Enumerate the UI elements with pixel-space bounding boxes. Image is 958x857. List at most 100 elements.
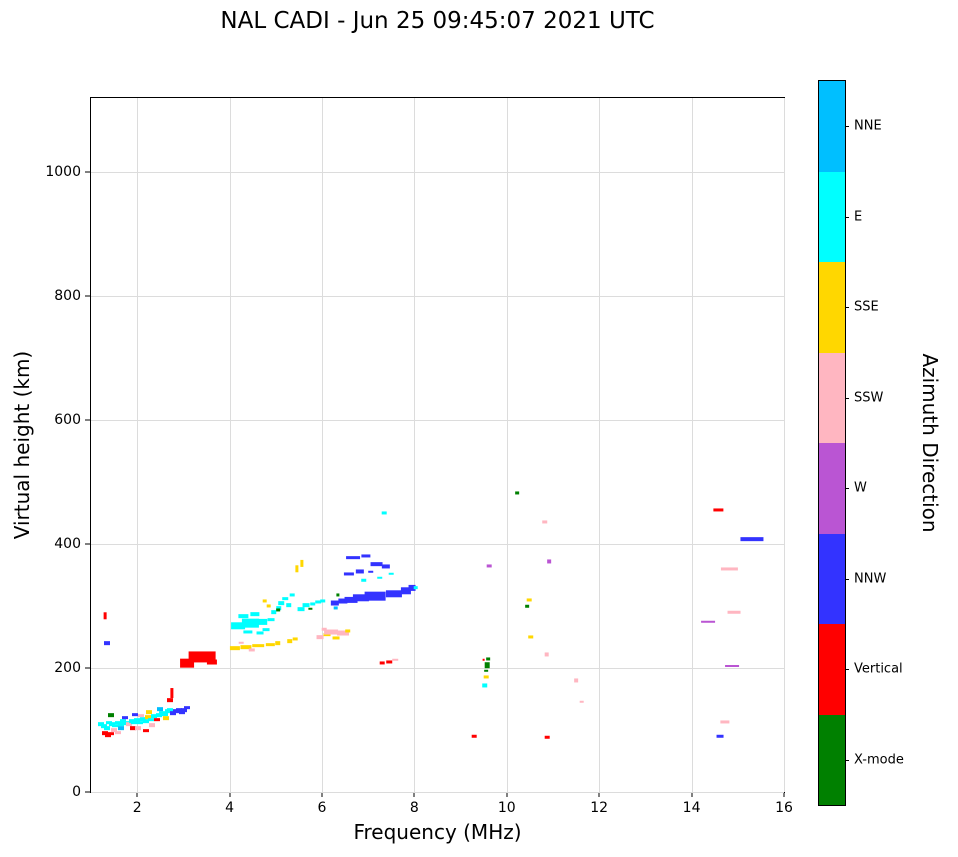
echo-point-E <box>302 603 310 608</box>
echo-point-NNW <box>122 715 129 720</box>
y-tick <box>85 295 90 297</box>
colorbar-label-W: W <box>854 480 867 496</box>
echo-point-NNW <box>353 594 370 602</box>
grid-line-x <box>691 98 693 792</box>
colorbar-label-SSW: SSW <box>854 390 884 406</box>
echo-point-X <box>276 608 280 612</box>
echo-point-E <box>131 720 138 725</box>
echo-point-E <box>148 717 155 722</box>
echo-point-NNW <box>408 584 416 591</box>
echo-point-NNW <box>344 596 358 603</box>
echo-point-E <box>100 724 107 729</box>
echo-point-SSE <box>345 629 351 633</box>
grid-line-x <box>322 98 323 792</box>
echo-point-NNW <box>367 570 374 574</box>
echo-point-SSW <box>574 678 578 682</box>
grid-line-x <box>414 98 416 792</box>
echo-point-E <box>320 598 326 603</box>
echo-point-E <box>481 683 488 687</box>
echo-point-NNW <box>364 591 386 601</box>
echo-point-V <box>143 728 150 733</box>
colorbar-label-SSE: SSE <box>854 299 879 315</box>
colorbar-tick <box>845 488 849 490</box>
x-tick <box>506 792 508 797</box>
y-tick <box>85 171 90 173</box>
echo-point-E <box>382 511 387 515</box>
echo-point-V <box>129 726 136 731</box>
echo-point-W <box>486 564 492 568</box>
echo-point-E <box>230 622 245 630</box>
echo-point-SSE <box>332 636 340 640</box>
echo-point-X <box>486 657 491 661</box>
echo-point-V <box>101 731 108 735</box>
colorbar-tick <box>845 126 849 128</box>
echo-point-E <box>388 572 394 576</box>
echo-point-SSW <box>111 728 118 732</box>
echo-point-SSE <box>146 710 153 714</box>
echo-point-NNW <box>173 709 179 714</box>
echo-point-E <box>117 721 124 726</box>
colorbar-tick <box>845 578 849 580</box>
echo-point-V <box>107 731 114 736</box>
colorbar-segment-X: X-mode <box>819 714 904 805</box>
echo-point-SSW <box>148 723 155 727</box>
echo-point-NNW <box>346 555 361 560</box>
echo-point-SSW <box>248 648 255 652</box>
echo-point-SSE <box>286 638 293 643</box>
x-tick-label: 12 <box>590 800 609 816</box>
y-tick-label: 200 <box>54 660 81 677</box>
x-tick <box>229 792 231 797</box>
echo-point-SSW <box>316 635 324 639</box>
echo-point-NNW <box>330 600 340 606</box>
echo-point-X <box>108 713 115 718</box>
echo-point-NNE <box>333 606 339 610</box>
echo-point-SSW <box>721 567 738 571</box>
y-tick <box>85 667 90 669</box>
y-tick-label: 0 <box>72 784 81 800</box>
echo-point-X <box>525 604 529 608</box>
colorbar-tick <box>845 669 849 671</box>
echo-point-NNW <box>338 598 348 604</box>
grid-line-y <box>91 296 784 298</box>
colorbar-label-E: E <box>854 209 863 225</box>
echo-point-SSE <box>145 715 152 719</box>
x-tick <box>321 792 323 797</box>
echo-point-SSW <box>238 641 244 644</box>
echo-point-SSE <box>230 646 241 651</box>
echo-point-NNW <box>740 537 764 542</box>
echo-point-E <box>315 600 322 604</box>
x-tick-label: 2 <box>132 800 142 816</box>
echo-point-V <box>153 717 160 722</box>
azimuth-colorbar: NNE E SSE SSW W NNW Vertical X-mode <box>818 80 904 806</box>
colorbar-tick <box>845 397 849 399</box>
echo-point-V <box>166 698 173 703</box>
echo-point-E <box>142 719 149 724</box>
echo-point-SSE <box>323 632 331 637</box>
echo-point-V <box>103 612 107 620</box>
echo-point-E <box>271 610 277 615</box>
x-tick <box>136 792 138 797</box>
echo-point-E <box>156 713 163 718</box>
y-tick-label: 400 <box>54 536 81 553</box>
x-tick-label: 4 <box>225 800 235 816</box>
echo-point-E <box>136 720 143 725</box>
echo-point-NNW <box>370 562 383 566</box>
echo-point-SSE <box>483 675 489 679</box>
echo-point-SSW <box>727 611 741 614</box>
echo-point-NNW <box>181 708 188 713</box>
y-tick <box>85 791 90 793</box>
x-tick <box>691 792 693 797</box>
echo-point-V <box>713 508 724 512</box>
echo-point-E <box>250 612 260 617</box>
grid-line-x <box>506 98 508 792</box>
grid-line-x <box>784 98 785 792</box>
echo-point-E <box>103 726 110 731</box>
x-tick-label: 10 <box>497 800 516 816</box>
echo-point-E <box>413 585 419 590</box>
echo-point-SSE <box>526 598 532 602</box>
echo-point-W <box>547 559 552 564</box>
echo-point-SSE <box>266 642 275 647</box>
y-tick <box>85 543 90 545</box>
echo-point-NNW <box>401 586 412 595</box>
